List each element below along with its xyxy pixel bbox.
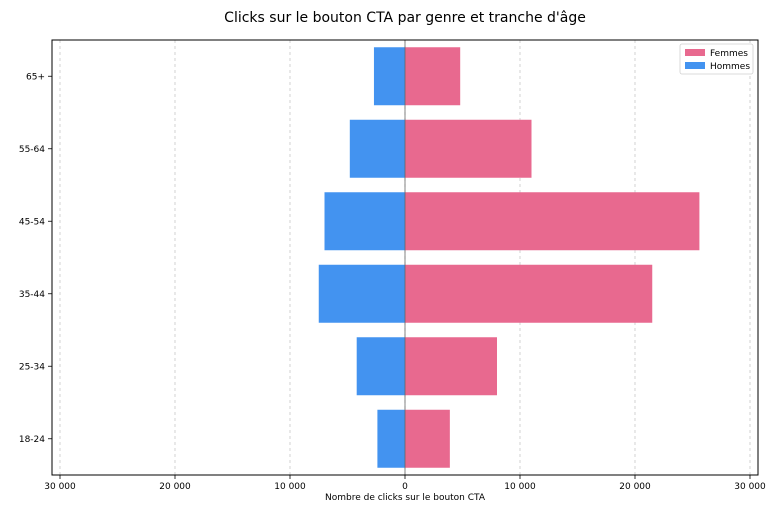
bar-femmes-18-24 [405,409,450,468]
legend-label-femmes: Femmes [710,49,748,59]
bar-hommes-18-24 [377,409,405,468]
bar-femmes-55-64 [405,119,532,178]
x-tick-label: 10 000 [504,482,536,492]
bar-hommes-65+ [373,47,405,106]
x-axis: 30 000 20 000 10 000 0 10 000 20 000 30 000 [44,475,766,492]
bar-hommes-45-54 [324,192,405,251]
legend: Femmes Hommes [679,43,754,75]
x-tick-label: 30 000 [44,482,76,492]
x-tick-label: 20 000 [159,482,191,492]
bar-femmes-35-44 [405,264,653,323]
bar-hommes-25-34 [356,337,405,396]
bar-hommes-35-44 [318,264,405,323]
legend-swatch-hommes [685,62,705,69]
x-axis-label: Nombre de clicks sur le bouton CTA [325,493,486,503]
legend-swatch-femmes [685,49,705,56]
y-tick-label: 55-64 [19,145,45,155]
y-tick-label: 18-24 [19,435,45,445]
x-tick-label: 30 000 [734,482,766,492]
x-tick-label: 0 [402,482,408,492]
bars [318,47,700,468]
x-tick-label: 10 000 [274,482,306,492]
chart-title: Clicks sur le bouton CTA par genre et tr… [224,10,586,26]
y-tick-label: 35-44 [19,290,45,300]
bar-femmes-65+ [405,47,461,106]
y-tick-label: 45-54 [19,217,45,227]
y-tick-label: 25-34 [19,362,45,372]
y-axis: 18-24 25-34 35-44 45-54 55-64 65+ [19,72,52,445]
x-tick-label: 20 000 [619,482,651,492]
bar-femmes-45-54 [405,192,700,251]
bar-femmes-25-34 [405,337,497,396]
legend-label-hommes: Hommes [710,62,750,72]
y-tick-label: 65+ [26,72,45,82]
bar-hommes-55-64 [349,119,405,178]
